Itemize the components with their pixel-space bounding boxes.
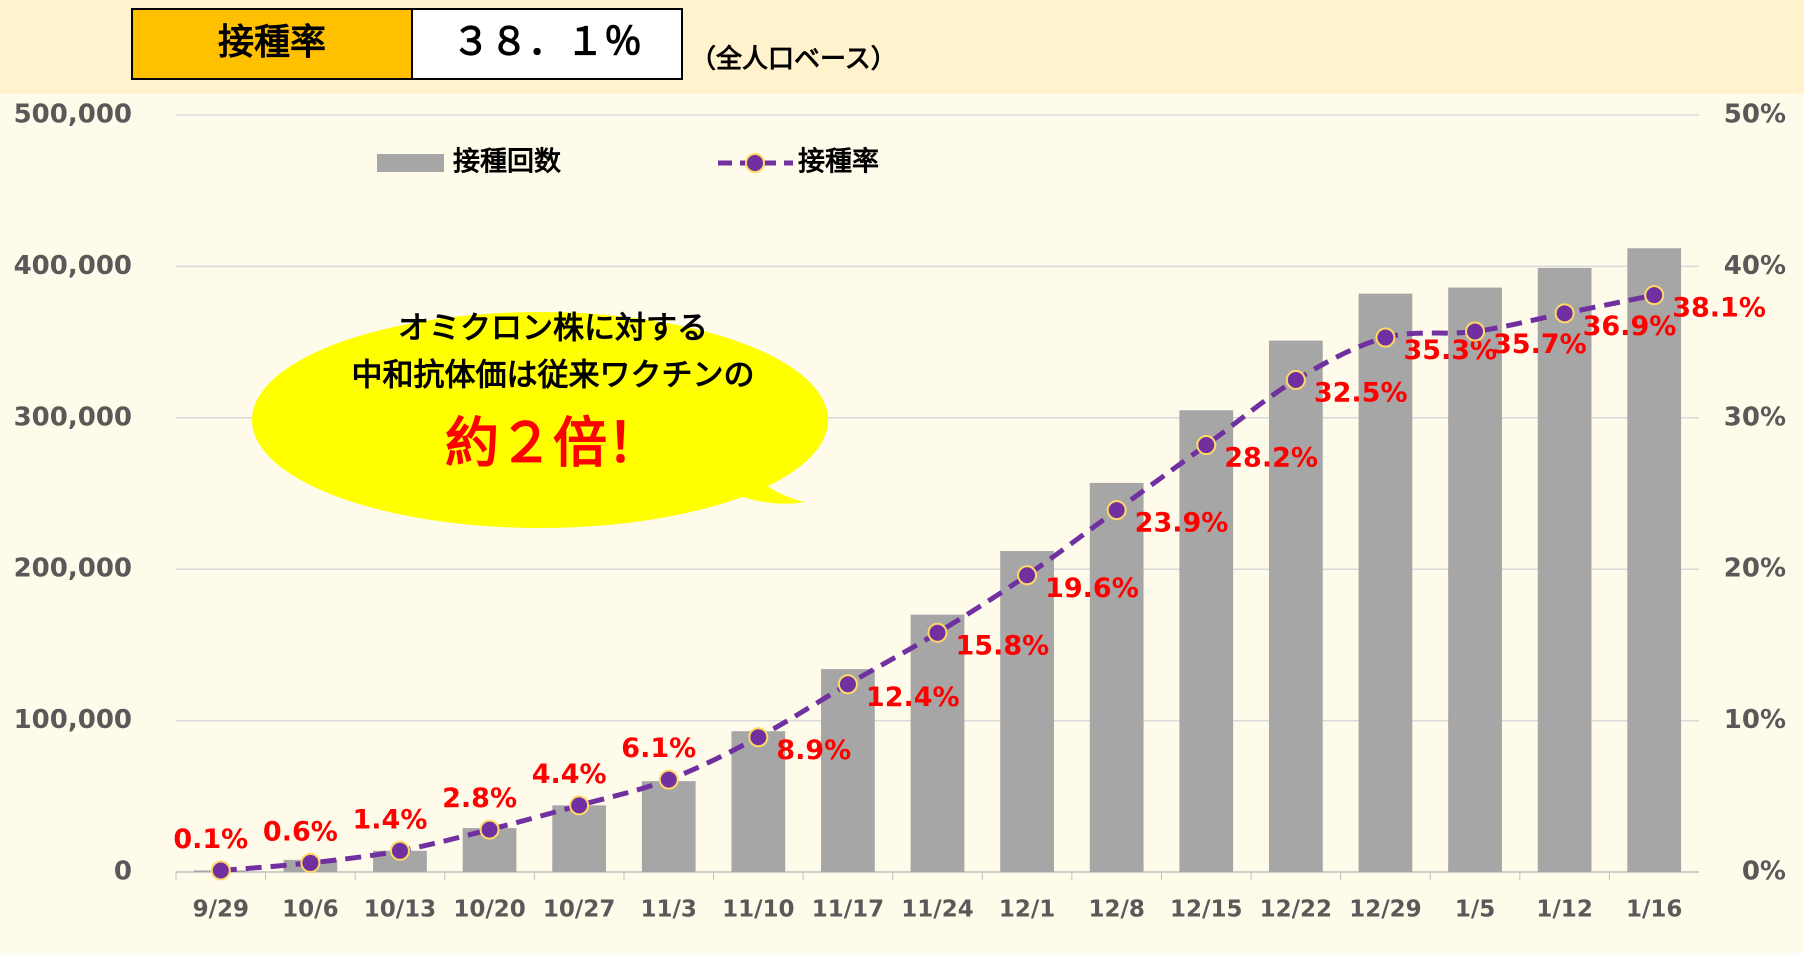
plot-background	[0, 94, 1804, 953]
x-tick-label: 1/5	[1455, 897, 1495, 923]
x-tick-label: 12/8	[1088, 897, 1144, 923]
rate-marker	[1644, 285, 1665, 306]
rate-marker	[1017, 565, 1038, 586]
y-tick-label: 100,000	[14, 705, 132, 735]
y-tick-label: 500,000	[14, 100, 132, 130]
data-label: 15.8%	[956, 630, 1050, 661]
data-label: 8.9%	[776, 735, 851, 766]
legend-label: 接種回数	[453, 147, 562, 178]
x-tick-label: 12/1	[999, 897, 1055, 923]
data-label: 35.7%	[1493, 329, 1587, 360]
rate-marker	[1465, 321, 1486, 342]
x-tick-label: 10/20	[453, 897, 525, 923]
data-label: 0.1%	[173, 824, 248, 855]
bar	[1448, 287, 1502, 872]
data-label: 23.9%	[1135, 508, 1229, 539]
x-tick-label: 10/13	[364, 897, 436, 923]
header-value: ３８．１％	[452, 20, 642, 64]
rate-marker	[210, 860, 231, 881]
x-tick-label: 12/22	[1260, 897, 1332, 923]
data-label: 12.4%	[866, 682, 960, 713]
callout-line: オミクロン株に対する	[398, 311, 708, 347]
legend-swatch	[377, 154, 444, 172]
rate-marker	[389, 840, 410, 861]
header-label-box	[131, 8, 413, 80]
rate-marker	[569, 795, 590, 816]
x-tick-label: 11/10	[722, 897, 794, 923]
rate-marker	[300, 852, 321, 873]
rate-marker	[479, 819, 500, 840]
rate-marker	[1375, 327, 1396, 348]
data-label: 32.5%	[1314, 377, 1408, 408]
bar	[1627, 248, 1682, 872]
bar	[1000, 551, 1054, 872]
rate-marker	[927, 622, 948, 643]
y2-tick-label: 20%	[1724, 554, 1786, 584]
y2-tick-label: 0%	[1742, 857, 1786, 887]
rate-marker	[1285, 369, 1306, 390]
data-label: 4.4%	[532, 759, 607, 790]
callout-line: 中和抗体価は従来ワクチンの	[352, 358, 755, 394]
bar	[552, 805, 607, 872]
legend-label: 接種率	[798, 146, 879, 178]
bar	[1268, 340, 1323, 872]
bar	[1089, 482, 1144, 872]
x-tick-label: 1/12	[1536, 897, 1592, 923]
y-tick-label: 0	[114, 857, 132, 887]
bar	[910, 614, 965, 872]
callout-bubble	[252, 312, 828, 528]
bar	[731, 731, 786, 872]
header-note: （全人口ベース）	[690, 44, 897, 75]
rate-marker	[658, 769, 679, 790]
rate-marker	[1196, 435, 1217, 456]
bar	[1358, 293, 1413, 873]
header-label: 接種率	[218, 22, 326, 63]
y2-tick-label: 50%	[1724, 100, 1786, 130]
data-label: 35.3%	[1403, 335, 1497, 366]
x-tick-label: 1/16	[1626, 897, 1682, 923]
data-label: 6.1%	[621, 733, 696, 764]
callout: オミクロン株に対する 中和抗体価は従来ワクチンの 約２倍！	[252, 311, 828, 528]
rate-marker	[837, 674, 858, 695]
rate-marker	[1554, 303, 1575, 324]
data-label: 19.6%	[1045, 573, 1139, 604]
callout-emphasis: 約２倍！	[445, 412, 661, 475]
rate-marker	[748, 727, 769, 748]
bar	[821, 669, 875, 872]
bar	[373, 850, 427, 872]
x-tick-label: 12/15	[1170, 897, 1242, 923]
bar	[1179, 410, 1234, 872]
data-label: 28.2%	[1224, 443, 1318, 474]
bar	[641, 781, 696, 872]
data-label: 0.6%	[263, 816, 338, 847]
data-label: 36.9%	[1583, 311, 1677, 342]
y-tick-label: 300,000	[14, 402, 132, 432]
y2-tick-label: 40%	[1724, 251, 1786, 281]
x-tick-label: 10/6	[282, 897, 338, 923]
y2-tick-label: 30%	[1724, 402, 1786, 432]
x-tick-label: 9/29	[193, 897, 249, 923]
y-tick-label: 200,000	[14, 554, 132, 584]
data-label: 38.1%	[1672, 293, 1766, 324]
x-tick-label: 11/17	[812, 897, 884, 923]
header-value-box	[411, 8, 683, 80]
x-tick-label: 12/29	[1349, 897, 1421, 923]
data-label: 2.8%	[442, 783, 517, 814]
x-tick-label: 11/3	[641, 897, 697, 923]
x-tick-label: 10/27	[543, 897, 615, 923]
y2-tick-label: 10%	[1724, 705, 1786, 735]
y-tick-label: 400,000	[14, 251, 132, 281]
rate-marker	[1106, 500, 1127, 521]
legend-marker	[745, 153, 765, 173]
bar	[1537, 267, 1592, 872]
data-label: 1.4%	[353, 804, 428, 835]
x-tick-label: 11/24	[901, 897, 973, 923]
